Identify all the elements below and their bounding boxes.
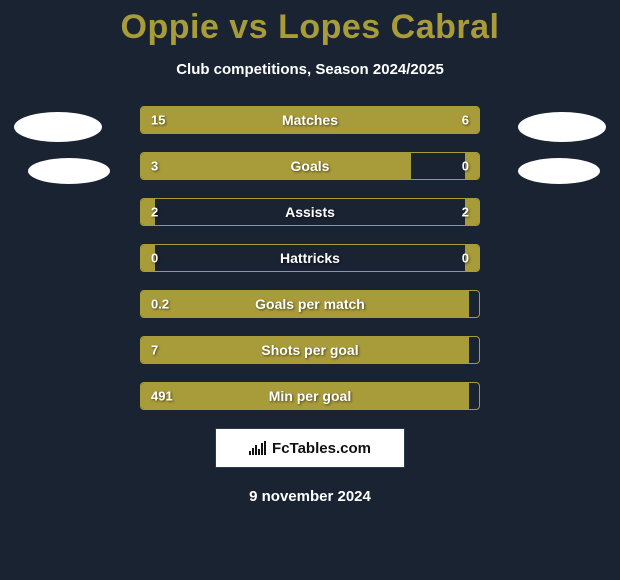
comparison-row: 22Assists xyxy=(140,198,480,226)
comparison-row: 491Min per goal xyxy=(140,382,480,410)
row-label: Matches xyxy=(141,112,479,128)
comparison-row: 156Matches xyxy=(140,106,480,134)
comparison-rows: 156Matches 30Goals 22Assists 00Hattricks 0.2… xyxy=(140,106,480,410)
page-title: Oppie vs Lopes Cabral xyxy=(0,0,620,47)
row-label: Assists xyxy=(141,204,479,220)
comparison-row: 0.2Goals per match xyxy=(140,290,480,318)
row-label: Goals xyxy=(141,158,479,174)
player-avatar-left-1 xyxy=(14,112,102,142)
bar-chart-icon xyxy=(249,441,266,455)
row-label: Shots per goal xyxy=(141,342,479,358)
brand-text: FcTables.com xyxy=(272,440,371,457)
player-avatar-right-1 xyxy=(518,112,606,142)
brand-badge: FcTables.com xyxy=(215,428,405,468)
row-label: Goals per match xyxy=(141,296,479,312)
row-label: Min per goal xyxy=(141,388,479,404)
player-avatar-left-2 xyxy=(28,158,110,184)
comparison-row: 00Hattricks xyxy=(140,244,480,272)
row-label: Hattricks xyxy=(141,250,479,266)
player-avatar-right-2 xyxy=(518,158,600,184)
comparison-row: 7Shots per goal xyxy=(140,336,480,364)
subtitle: Club competitions, Season 2024/2025 xyxy=(0,61,620,78)
comparison-chart: 156Matches 30Goals 22Assists 00Hattricks 0.2… xyxy=(0,106,620,410)
comparison-row: 30Goals xyxy=(140,152,480,180)
date-label: 9 november 2024 xyxy=(0,488,620,505)
